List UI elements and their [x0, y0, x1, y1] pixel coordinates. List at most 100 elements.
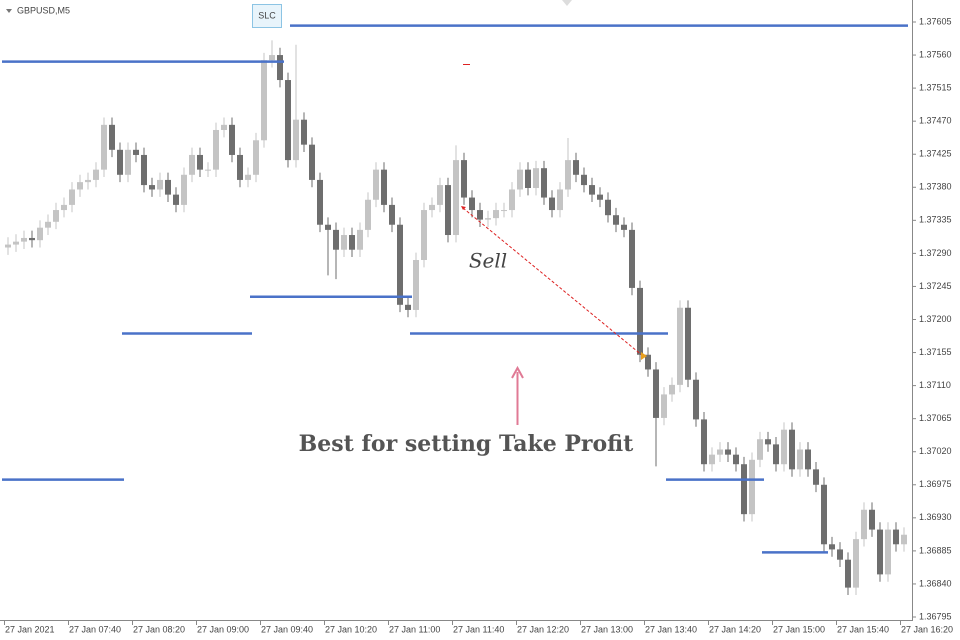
x-tick-label: 27 Jan 15:40	[837, 624, 889, 634]
x-tick-label: 27 Jan 09:00	[197, 624, 249, 634]
candle-body	[93, 169, 99, 180]
candle-body	[893, 529, 899, 545]
candle-body	[85, 179, 91, 183]
candle-body	[685, 307, 691, 380]
candle-body	[69, 189, 75, 205]
candle-body	[885, 529, 891, 575]
candle-body	[501, 210, 507, 212]
candle-body	[325, 224, 331, 230]
candle-body	[493, 210, 499, 219]
y-tick-label: 1.37200	[919, 314, 952, 324]
candle-body	[517, 169, 523, 190]
slc-button-label[interactable]: SLC	[258, 10, 276, 20]
candle-body	[141, 154, 147, 186]
candle-body	[373, 169, 379, 200]
candle-body	[693, 379, 699, 420]
candle-body	[781, 429, 787, 465]
candle-body	[453, 160, 459, 236]
candle-body	[293, 119, 299, 161]
candle-body	[621, 224, 627, 230]
candle-body	[901, 534, 907, 545]
candle-body	[429, 204, 435, 211]
symbol-menu-icon[interactable]	[6, 9, 12, 13]
candle-body	[829, 544, 835, 550]
candle-body	[405, 304, 411, 310]
candle-body	[21, 237, 27, 242]
candle-body	[37, 227, 43, 241]
x-tick-label: 27 Jan 14:20	[709, 624, 761, 634]
candle-body	[853, 539, 859, 588]
candle-body	[29, 237, 35, 241]
y-tick-label: 1.37065	[919, 413, 952, 423]
candle-body	[365, 199, 371, 230]
x-tick-label: 27 Jan 13:40	[645, 624, 697, 634]
candle-body	[709, 454, 715, 465]
candle-body	[261, 60, 267, 141]
x-tick-label: 27 Jan 11:00	[389, 624, 440, 634]
candle-body	[525, 169, 531, 189]
candle-body	[269, 55, 275, 61]
candle-body	[565, 160, 571, 190]
candle-body	[797, 449, 803, 470]
candle-body	[597, 194, 603, 200]
y-tick-label: 1.37290	[919, 248, 952, 258]
candle-body	[613, 215, 619, 225]
candle-body	[541, 168, 547, 198]
candle-body	[381, 169, 387, 205]
candle-body	[205, 169, 211, 171]
candle-body	[773, 444, 779, 465]
sell-exit-marker	[641, 352, 647, 360]
candle-body	[837, 549, 843, 560]
note: Best for setting Take Profit	[299, 431, 635, 457]
x-tick-label: 27 Jan 08:20	[133, 624, 185, 634]
candle-body	[77, 182, 83, 190]
sell-entry-marker	[461, 206, 466, 210]
candle-body	[53, 210, 59, 222]
candle-body	[557, 189, 563, 211]
candle-body	[213, 129, 219, 170]
candle-body	[197, 154, 203, 170]
candle-body	[605, 199, 611, 216]
candle-body	[701, 419, 707, 465]
x-tick-label: 27 Jan 13:00	[581, 624, 633, 634]
candle-body	[765, 439, 771, 445]
candle-body	[677, 307, 683, 385]
x-tick-label: 27 Jan 12:20	[517, 624, 569, 634]
candle-body	[389, 204, 395, 225]
slc-button[interactable]	[252, 4, 282, 28]
candle-body	[397, 224, 403, 305]
candle-body	[357, 229, 363, 250]
candle-body	[669, 384, 675, 395]
candle-body	[645, 354, 651, 370]
candle-body	[133, 149, 139, 155]
candle-body	[189, 154, 195, 175]
candle-body	[717, 449, 723, 455]
candle-body	[245, 174, 251, 180]
candle-body	[757, 439, 763, 460]
candle-body	[157, 179, 163, 190]
symbol-label: GBPUSD,M5	[17, 5, 70, 15]
candle-body	[45, 221, 51, 228]
sell-label: Sell	[469, 249, 507, 273]
candle-body	[61, 204, 67, 211]
y-tick-label: 1.37110	[919, 380, 951, 390]
y-tick-label: 1.37425	[919, 149, 952, 159]
x-tick-label: 27 Jan 09:40	[261, 624, 313, 634]
candle-body	[477, 210, 483, 220]
y-tick-label: 1.37515	[919, 82, 952, 92]
y-tick-label: 1.37155	[919, 347, 952, 357]
candle-body	[349, 235, 355, 250]
candle-body	[5, 244, 11, 248]
candle-body	[749, 459, 755, 515]
x-tick-label: 27 Jan 2021	[5, 624, 55, 634]
candle-body	[805, 449, 811, 470]
candle-body	[309, 144, 315, 180]
candle-body	[845, 559, 851, 588]
candle-body	[653, 369, 659, 418]
candle-body	[285, 80, 291, 161]
candle-body	[461, 160, 467, 198]
candle-body	[229, 124, 235, 155]
candle-body	[277, 55, 283, 81]
